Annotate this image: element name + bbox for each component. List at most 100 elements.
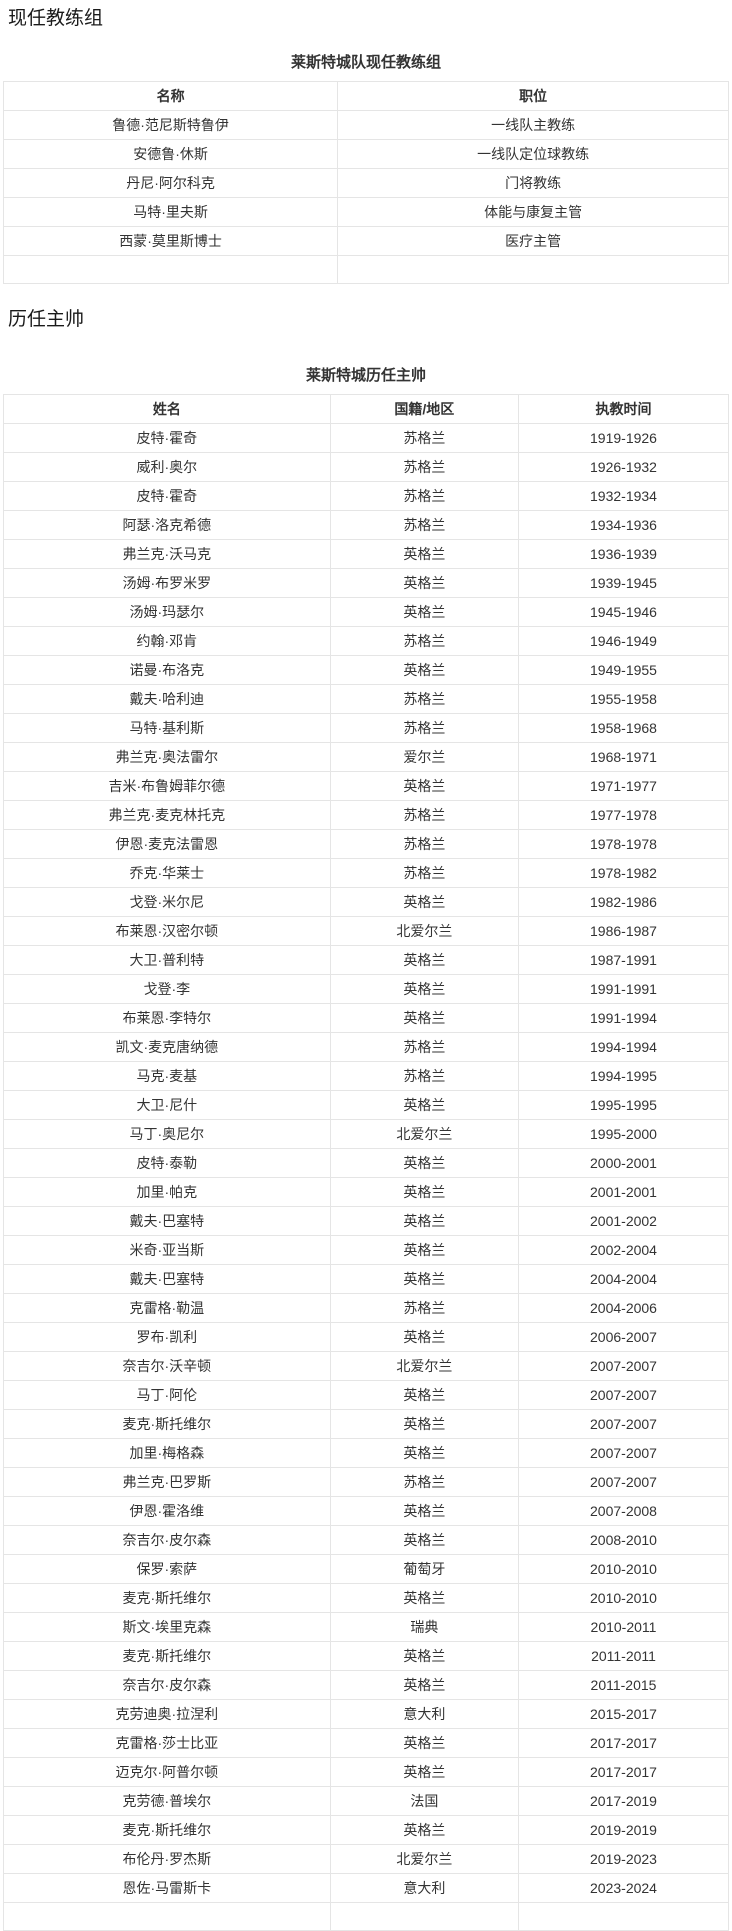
table-cell: 克劳德·普埃尔 (3, 1786, 331, 1816)
table-cell: 苏格兰 (329, 510, 520, 540)
table-cell: 2017-2017 (518, 1757, 729, 1787)
table-row: 马丁·阿伦 英格兰 2007-2007 (3, 1380, 729, 1410)
table-cell: 1934-1936 (518, 510, 729, 540)
table-cell: 马特·里夫斯 (2, 197, 339, 227)
section-current-coaching-staff: 现任教练组 莱斯特城队现任教练组 名称 职位 鲁德·范尼斯特鲁伊 一线队主教练 安德鲁·… (2, 8, 729, 284)
table-cell: 爱尔兰 (329, 742, 520, 772)
table-row: 加里·帕克 英格兰 2001-2001 (3, 1177, 729, 1207)
table-row: 凯文·麦克唐纳德 苏格兰 1994-1994 (3, 1032, 729, 1062)
table-cell: 麦克·斯托维尔 (3, 1641, 331, 1671)
table-cell: 1939-1945 (518, 568, 729, 598)
table-cell: 马克·麦基 (3, 1061, 331, 1091)
table-row: 安德鲁·休斯 一线队定位球教练 (2, 139, 729, 169)
table-row: 马克·麦基 苏格兰 1994-1995 (3, 1061, 729, 1091)
table-row: 米奇·亚当斯 英格兰 2002-2004 (3, 1235, 729, 1265)
table-cell: 2001-2001 (518, 1177, 729, 1207)
table-row: 加里·梅格森 英格兰 2007-2007 (3, 1438, 729, 1468)
table-cell: 汤姆·玛瑟尔 (3, 597, 331, 627)
table-cell: 戈登·米尔尼 (3, 887, 331, 917)
table-cell: 2011-2011 (518, 1641, 729, 1671)
table-cell: 北爱尔兰 (329, 1844, 520, 1874)
table-cell: 奈吉尔·皮尔森 (3, 1525, 331, 1555)
section-heading-current-coaching-staff: 现任教练组 (8, 8, 104, 29)
table-cell: 门将教练 (337, 168, 729, 198)
table-cell: 苏格兰 (329, 858, 520, 888)
table-row: 弗兰克·沃马克 英格兰 1936-1939 (3, 539, 729, 569)
table-cell: 威利·奥尔 (3, 452, 331, 482)
table-row: 弗兰克·奥法雷尔 爱尔兰 1968-1971 (3, 742, 729, 772)
table-cell: 英格兰 (329, 771, 520, 801)
table-row: 皮特·霍奇 苏格兰 1919-1926 (3, 423, 729, 453)
section-heading-former-managers: 历任主帅 (8, 309, 85, 330)
table-row: 克劳迪奥·拉涅利 意大利 2015-2017 (3, 1699, 729, 1729)
table-row: 奈吉尔·皮尔森 英格兰 2008-2010 (3, 1525, 729, 1555)
table-cell: 苏格兰 (329, 800, 520, 830)
table-cell: 2007-2007 (518, 1438, 729, 1468)
table-row: 布莱恩·李特尔 英格兰 1991-1994 (3, 1003, 729, 1033)
table-cell: 北爱尔兰 (329, 916, 520, 946)
table-cell: 英格兰 (329, 655, 520, 685)
table-cell: 弗兰克·沃马克 (3, 539, 331, 569)
table-cell: 英格兰 (329, 1177, 520, 1207)
table-row: 乔克·华莱士 苏格兰 1978-1982 (3, 858, 729, 888)
table-cell: 英格兰 (329, 1641, 520, 1671)
table-empty-cell (3, 1902, 331, 1931)
table-cell: 1991-1991 (518, 974, 729, 1004)
table-cell: 英格兰 (329, 1264, 520, 1294)
table-cell: 乔克·华莱士 (3, 858, 331, 888)
table-header-row: 姓名 国籍/地区 执教时间 (3, 394, 729, 424)
table-cell: 1932-1934 (518, 481, 729, 511)
table-header-cell: 执教时间 (518, 394, 729, 424)
table-cell: 2007-2007 (518, 1380, 729, 1410)
table-cell: 马丁·奥尼尔 (3, 1119, 331, 1149)
table-cell: 法国 (329, 1786, 520, 1816)
table-cell: 诺曼·布洛克 (3, 655, 331, 685)
table-cell: 加里·帕克 (3, 1177, 331, 1207)
table-row: 大卫·普利特 英格兰 1987-1991 (3, 945, 729, 975)
table-cell: 英格兰 (329, 568, 520, 598)
table-cell: 1949-1955 (518, 655, 729, 685)
table-cell: 2007-2007 (518, 1409, 729, 1439)
table-cell: 大卫·尼什 (3, 1090, 331, 1120)
table-cell: 伊恩·麦克法雷恩 (3, 829, 331, 859)
table-cell: 1945-1946 (518, 597, 729, 627)
table-row: 迈克尔·阿普尔顿 英格兰 2017-2017 (3, 1757, 729, 1787)
table-cell: 安德鲁·休斯 (2, 139, 339, 169)
table-cell: 英格兰 (329, 1583, 520, 1613)
table-cell: 鲁德·范尼斯特鲁伊 (2, 110, 339, 140)
table-row: 诺曼·布洛克 英格兰 1949-1955 (3, 655, 729, 685)
table-row: 马特·里夫斯 体能与康复主管 (2, 197, 729, 227)
table-cell: 1958-1968 (518, 713, 729, 743)
table-row: 麦克·斯托维尔 英格兰 2011-2011 (3, 1641, 729, 1671)
table-cell: 1971-1977 (518, 771, 729, 801)
table-cell: 英格兰 (329, 974, 520, 1004)
table-cell: 英格兰 (329, 1235, 520, 1265)
table-row: 斯文·埃里克森 瑞典 2010-2011 (3, 1612, 729, 1642)
table-row: 威利·奥尔 苏格兰 1926-1932 (3, 452, 729, 482)
table-empty-cell (329, 1902, 520, 1931)
table-cell: 意大利 (329, 1699, 520, 1729)
table-cell: 2019-2023 (518, 1844, 729, 1874)
table-row: 奈吉尔·皮尔森 英格兰 2011-2015 (3, 1670, 729, 1700)
table-row: 戴夫·哈利迪 苏格兰 1955-1958 (3, 684, 729, 714)
table-cell: 迈克尔·阿普尔顿 (3, 1757, 331, 1787)
table-cell: 英格兰 (329, 1496, 520, 1526)
table-row: 克雷格·莎士比亚 英格兰 2017-2017 (3, 1728, 729, 1758)
table-cell: 凯文·麦克唐纳德 (3, 1032, 331, 1062)
table-cell: 克雷格·莎士比亚 (3, 1728, 331, 1758)
table-cell: 一线队定位球教练 (337, 139, 729, 169)
table-cell: 2011-2015 (518, 1670, 729, 1700)
table-cell: 弗兰克·奥法雷尔 (3, 742, 331, 772)
table-row: 恩佐·马雷斯卡 意大利 2023-2024 (3, 1873, 729, 1903)
table-cell: 苏格兰 (329, 481, 520, 511)
table-cell: 布莱恩·李特尔 (3, 1003, 331, 1033)
table-header-row: 名称 职位 (2, 81, 729, 111)
table-cell: 斯文·埃里克森 (3, 1612, 331, 1642)
table-cell: 丹尼·阿尔科克 (2, 168, 339, 198)
table-empty-cell (2, 255, 339, 284)
table-cell: 英格兰 (329, 1206, 520, 1236)
table-cell: 1968-1971 (518, 742, 729, 772)
table-cell: 英格兰 (329, 1728, 520, 1758)
table-row: 弗兰克·巴罗斯 苏格兰 2007-2007 (3, 1467, 729, 1497)
